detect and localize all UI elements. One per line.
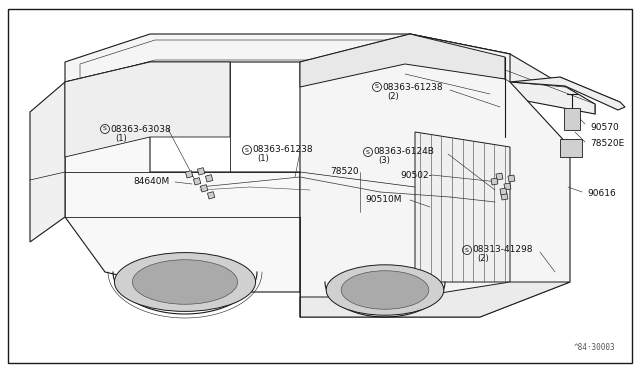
Text: S: S [103, 126, 107, 131]
Bar [198, 168, 205, 175]
Text: 08363-61238: 08363-61238 [252, 145, 312, 154]
Text: 84640M: 84640M [133, 177, 169, 186]
Text: S: S [366, 150, 370, 154]
Polygon shape [405, 34, 595, 114]
Polygon shape [65, 34, 510, 82]
Polygon shape [415, 132, 510, 282]
Bar [508, 175, 515, 182]
Text: (3): (3) [378, 157, 390, 166]
Text: (2): (2) [477, 254, 489, 263]
Bar [496, 173, 503, 180]
Text: 08363-61238: 08363-61238 [382, 83, 443, 92]
Ellipse shape [132, 260, 237, 304]
Bar [501, 193, 508, 200]
Bar [205, 174, 212, 182]
Text: 90502-: 90502- [400, 170, 432, 180]
Text: S: S [245, 148, 249, 153]
Text: 90510M: 90510M [365, 196, 401, 205]
Text: 08363-63038: 08363-63038 [110, 125, 171, 134]
Bar [200, 185, 208, 192]
Text: 78520E: 78520E [590, 140, 624, 148]
Bar [207, 192, 215, 199]
Text: 90570: 90570 [590, 122, 619, 131]
Ellipse shape [326, 265, 444, 315]
Bar [193, 178, 201, 185]
Polygon shape [30, 82, 65, 242]
Bar [564, 108, 580, 130]
Bar [504, 183, 511, 190]
Text: (1): (1) [257, 154, 269, 164]
Text: (1): (1) [115, 134, 127, 142]
Polygon shape [300, 282, 570, 317]
Polygon shape [65, 62, 300, 292]
Polygon shape [300, 34, 505, 87]
Text: ^84·30003: ^84·30003 [573, 343, 615, 352]
Text: 78520: 78520 [330, 167, 358, 176]
Text: 08313-41298: 08313-41298 [472, 246, 532, 254]
Text: 08363-6124B: 08363-6124B [373, 148, 434, 157]
Ellipse shape [115, 253, 255, 311]
Bar [560, 139, 582, 157]
Polygon shape [300, 34, 570, 317]
Bar [186, 171, 193, 178]
Text: 90616: 90616 [587, 189, 616, 199]
Polygon shape [510, 77, 625, 110]
Text: S: S [465, 247, 469, 253]
Bar [491, 178, 498, 185]
Ellipse shape [341, 271, 429, 309]
Bar [500, 188, 507, 195]
Text: (2): (2) [387, 92, 399, 100]
Text: S: S [375, 84, 379, 90]
Polygon shape [65, 62, 230, 157]
